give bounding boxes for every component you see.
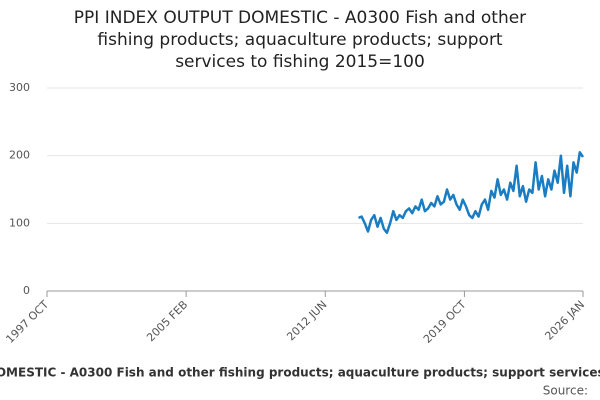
- data-line: [358, 151, 585, 235]
- y-tick-label: 100: [9, 216, 30, 229]
- source: Source:: [543, 384, 588, 398]
- x-tick-label: 2012 JUN: [284, 298, 329, 343]
- legend-label: PPI INDEX OUTPUT DOMESTIC - A0300 Fish a…: [0, 366, 600, 380]
- x-tick-label: 2019 OCT: [421, 298, 469, 346]
- x-tick-label: 2005 FEB: [144, 298, 190, 344]
- x-tick-label: 1997 OCT: [3, 298, 51, 346]
- chart-title: PPI INDEX OUTPUT DOMESTIC - A0300 Fish a…: [74, 8, 526, 72]
- y-tick-label: 0: [23, 284, 30, 297]
- x-tick-label: 2026 JAN: [542, 298, 587, 343]
- y-tick-label: 200: [9, 149, 30, 162]
- y-tick-label: 300: [9, 81, 30, 94]
